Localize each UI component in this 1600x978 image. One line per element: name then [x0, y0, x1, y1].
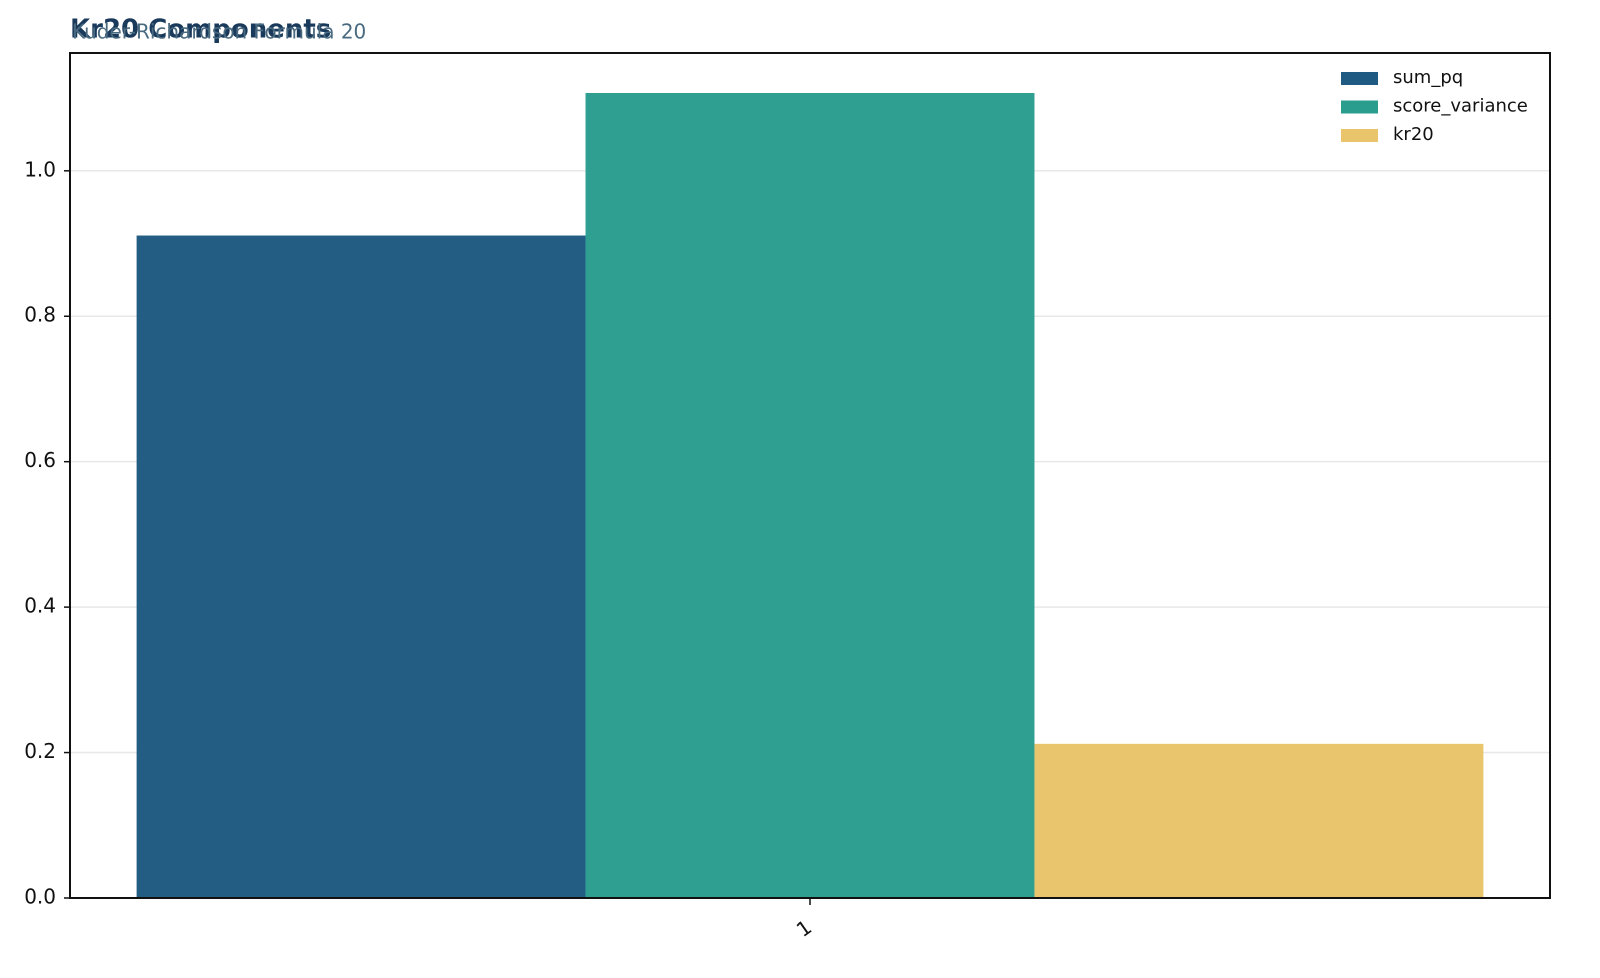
bar	[136, 235, 586, 898]
chart-title: Kr20 Components	[70, 15, 331, 45]
plot-frame	[69, 52, 1551, 899]
y-tick-label: 1.0	[24, 157, 56, 181]
legend-label: kr20	[1393, 124, 1434, 145]
x-tick-label: 1	[792, 915, 816, 942]
bar	[1034, 743, 1484, 898]
y-tick-label: 0.4	[24, 594, 56, 618]
legend-swatch	[1341, 129, 1378, 142]
legend-label: score_variance	[1393, 96, 1528, 117]
y-tick-label: 0.8	[24, 303, 56, 327]
y-tick-label: 0.0	[24, 885, 56, 909]
legend-swatch	[1341, 100, 1378, 114]
legend-label: sum_pq	[1393, 67, 1463, 88]
bar	[585, 92, 1035, 898]
chart-subtitle: Kuder-Richardson Formula 20	[72, 20, 366, 44]
legend-swatch	[1341, 72, 1378, 85]
y-tick-label: 0.6	[24, 448, 56, 472]
y-tick-label: 0.2	[24, 739, 56, 763]
